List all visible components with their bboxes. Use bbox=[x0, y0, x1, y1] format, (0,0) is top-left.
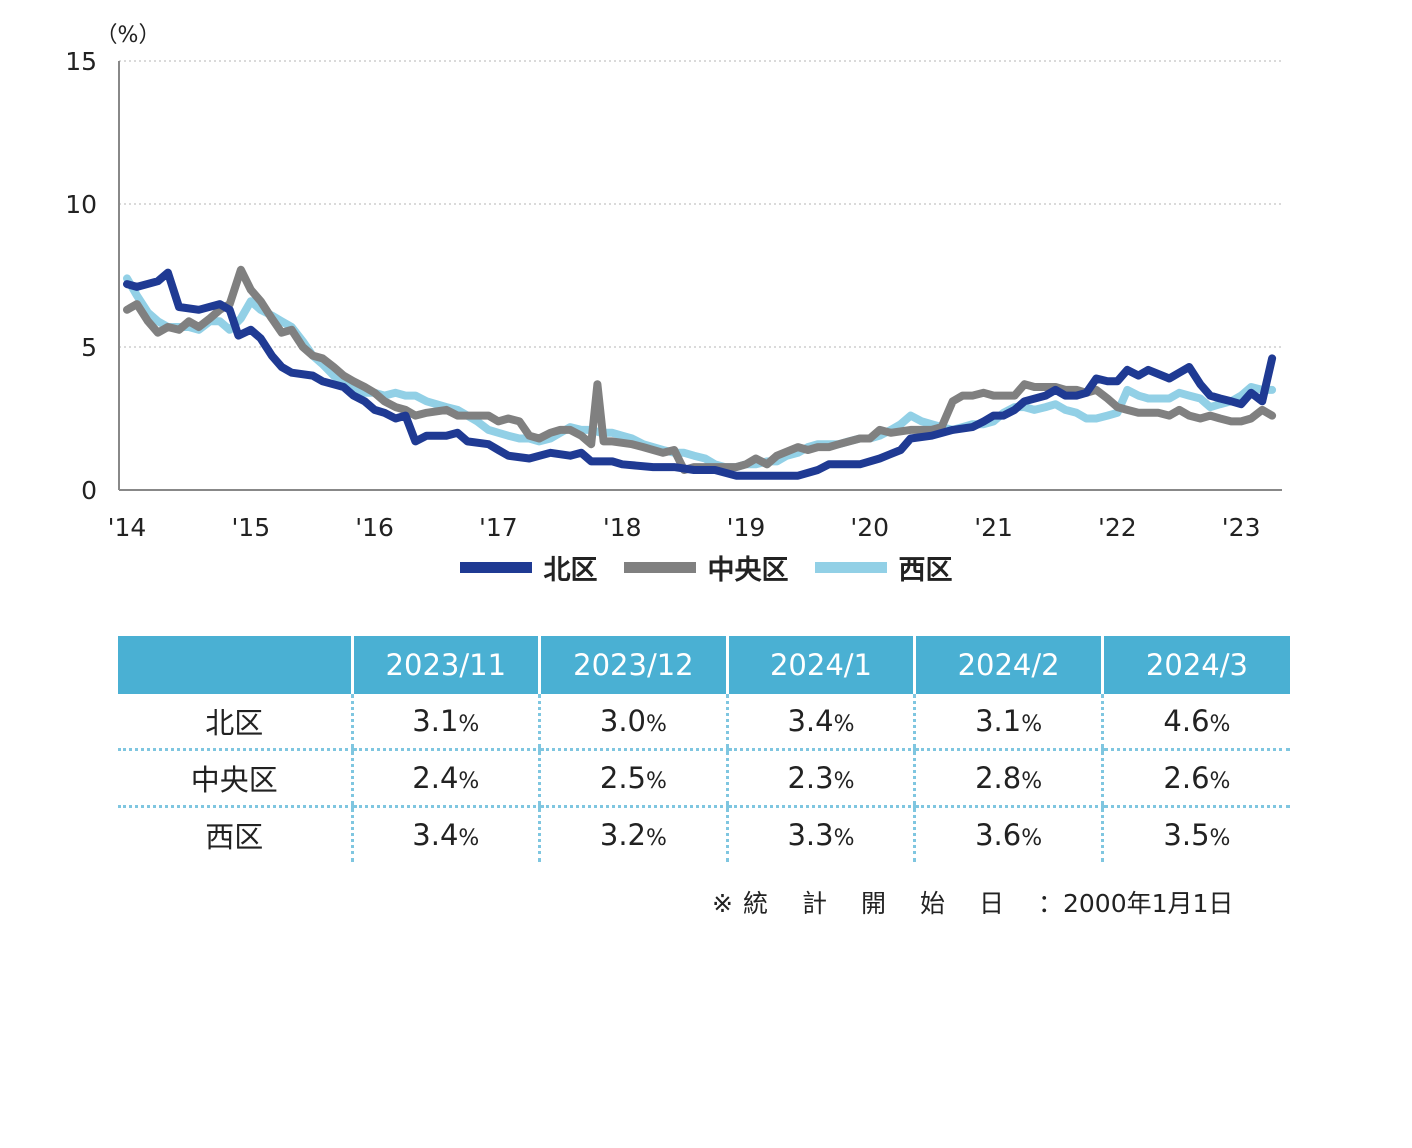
table-cell-value: 3.6 bbox=[975, 818, 1022, 852]
table-column-header: 2024/2 bbox=[913, 636, 1103, 694]
table-row-label: 北区 bbox=[118, 694, 352, 751]
table-column-header: 2024/3 bbox=[1100, 636, 1290, 694]
x-tick-label: '18 bbox=[603, 513, 642, 540]
table-cell: 3.4% bbox=[725, 694, 915, 751]
table-row-label: 中央区 bbox=[118, 749, 352, 808]
table-row: 中央区 2.4% 2.5% 2.3% 2.8% 2.6% bbox=[118, 749, 1290, 808]
chart-legend: 北区 中央区 西区 bbox=[0, 548, 1412, 587]
percent-sign: % bbox=[458, 769, 480, 794]
table-row: 西区 3.4% 3.2% 3.3% 3.6% 3.5% bbox=[118, 806, 1290, 862]
table-cell: 4.6% bbox=[1100, 694, 1290, 751]
x-tick-label: '17 bbox=[479, 513, 518, 540]
percent-sign: % bbox=[646, 712, 667, 737]
table-cell-value: 3.2 bbox=[599, 818, 646, 852]
table-cell-value: 3.4 bbox=[787, 704, 834, 738]
summary-table: 2023/11 2023/12 2024/1 2024/2 2024/3 北区 3… bbox=[118, 636, 1290, 862]
table-cell-value: 2.5 bbox=[599, 761, 646, 795]
x-tick-label: '14 bbox=[108, 513, 147, 540]
percent-sign: % bbox=[458, 826, 480, 851]
x-tick-label: '22 bbox=[1098, 513, 1137, 540]
percent-sign: % bbox=[1209, 769, 1231, 794]
table-cell-value: 3.5 bbox=[1163, 818, 1210, 852]
table-cell-value: 2.6 bbox=[1163, 761, 1210, 795]
table-cell: 3.0% bbox=[538, 694, 728, 751]
y-tick-label: 15 bbox=[65, 47, 97, 76]
footnote-mark: ※ bbox=[712, 889, 733, 918]
table-cell-value: 3.0 bbox=[599, 704, 646, 738]
table-column-header: 2023/12 bbox=[538, 636, 728, 694]
percent-sign: % bbox=[646, 769, 667, 794]
y-tick-label: 5 bbox=[81, 333, 97, 362]
table-cell: 2.5% bbox=[538, 749, 728, 808]
x-tick-label: '20 bbox=[850, 513, 889, 540]
percent-sign: % bbox=[1021, 712, 1043, 737]
percent-sign: % bbox=[1209, 826, 1231, 851]
footnote-value: 2000年1月1日 bbox=[1062, 889, 1234, 918]
legend-item-nishi: 西区 bbox=[814, 548, 953, 587]
percent-sign: % bbox=[458, 712, 480, 737]
table-cell-value: 3.4 bbox=[412, 818, 459, 852]
table-row-label: 西区 bbox=[205, 820, 264, 854]
footnote: ※ 統計開始日：2000年1月1日 bbox=[712, 884, 1233, 920]
percent-sign: % bbox=[833, 769, 855, 794]
percent-sign: % bbox=[1021, 826, 1043, 851]
legend-item-kita: 北区 bbox=[459, 548, 598, 587]
legend-label-nishi: 西区 bbox=[898, 555, 953, 586]
table-cell: 3.1% bbox=[913, 694, 1103, 751]
table-cell-value: 2.8 bbox=[975, 761, 1022, 795]
table-cell: 2.6% bbox=[1100, 749, 1290, 808]
y-tick-label: 0 bbox=[81, 476, 97, 505]
table-cell: 2.4% bbox=[350, 749, 540, 808]
table-cell: 2.3% bbox=[725, 749, 915, 808]
table-cell-value: 3.1 bbox=[975, 704, 1022, 738]
legend-label-chuo: 中央区 bbox=[707, 555, 789, 586]
legend-swatch-chuo bbox=[623, 562, 696, 573]
x-tick-label: '23 bbox=[1222, 513, 1261, 540]
series-line-kita bbox=[123, 268, 1277, 480]
y-tick-label: 10 bbox=[65, 190, 97, 219]
table-cell-value: 3.1 bbox=[412, 704, 459, 738]
table-column-header: 2024/1 bbox=[725, 636, 915, 694]
y-axis-unit: （%） bbox=[96, 23, 161, 48]
percent-sign: % bbox=[646, 826, 667, 851]
percent-sign: % bbox=[833, 712, 855, 737]
x-tick-label: '19 bbox=[727, 513, 766, 540]
percent-sign: % bbox=[1021, 769, 1043, 794]
table-row: 北区 3.1% 3.0% 3.4% 3.1% 4.6% bbox=[118, 694, 1290, 751]
table-cell-value: 2.3 bbox=[787, 761, 834, 795]
x-tick-label: '16 bbox=[355, 513, 394, 540]
legend-swatch-nishi bbox=[814, 562, 887, 573]
table-cell: 3.1% bbox=[350, 694, 540, 751]
table-corner-cell bbox=[118, 636, 352, 694]
table-cell: 2.8% bbox=[913, 749, 1103, 808]
legend-item-chuo: 中央区 bbox=[623, 548, 789, 587]
footnote-separator: ： bbox=[1037, 889, 1063, 918]
legend-swatch-kita bbox=[459, 562, 532, 573]
legend-label-kita: 北区 bbox=[543, 555, 598, 586]
footnote-label: 統計開始日 bbox=[742, 889, 1038, 918]
table-cell: 3.4% bbox=[350, 806, 540, 862]
x-tick-label: '15 bbox=[231, 513, 270, 540]
percent-sign: % bbox=[1209, 712, 1231, 737]
table-header-row: 2023/11 2023/12 2024/1 2024/2 2024/3 bbox=[118, 636, 1290, 694]
table-cell: 3.3% bbox=[725, 806, 915, 862]
table-cell-value: 4.6 bbox=[1163, 704, 1210, 738]
table-cell: 3.5% bbox=[1100, 806, 1290, 862]
table-column-header: 2023/11 bbox=[350, 636, 540, 694]
percent-sign: % bbox=[833, 826, 855, 851]
table-cell: 3.2% bbox=[538, 806, 728, 862]
table-cell-value: 2.4 bbox=[412, 761, 459, 795]
line-chart: 15 10 5 0 （%） '14 '15 '16 '17 '18 '19 '20 '21 '22 '23 bbox=[65, 23, 1282, 540]
x-tick-label: '21 bbox=[974, 513, 1013, 540]
table-cell-value: 3.3 bbox=[787, 818, 834, 852]
table-cell: 3.6% bbox=[913, 806, 1103, 862]
